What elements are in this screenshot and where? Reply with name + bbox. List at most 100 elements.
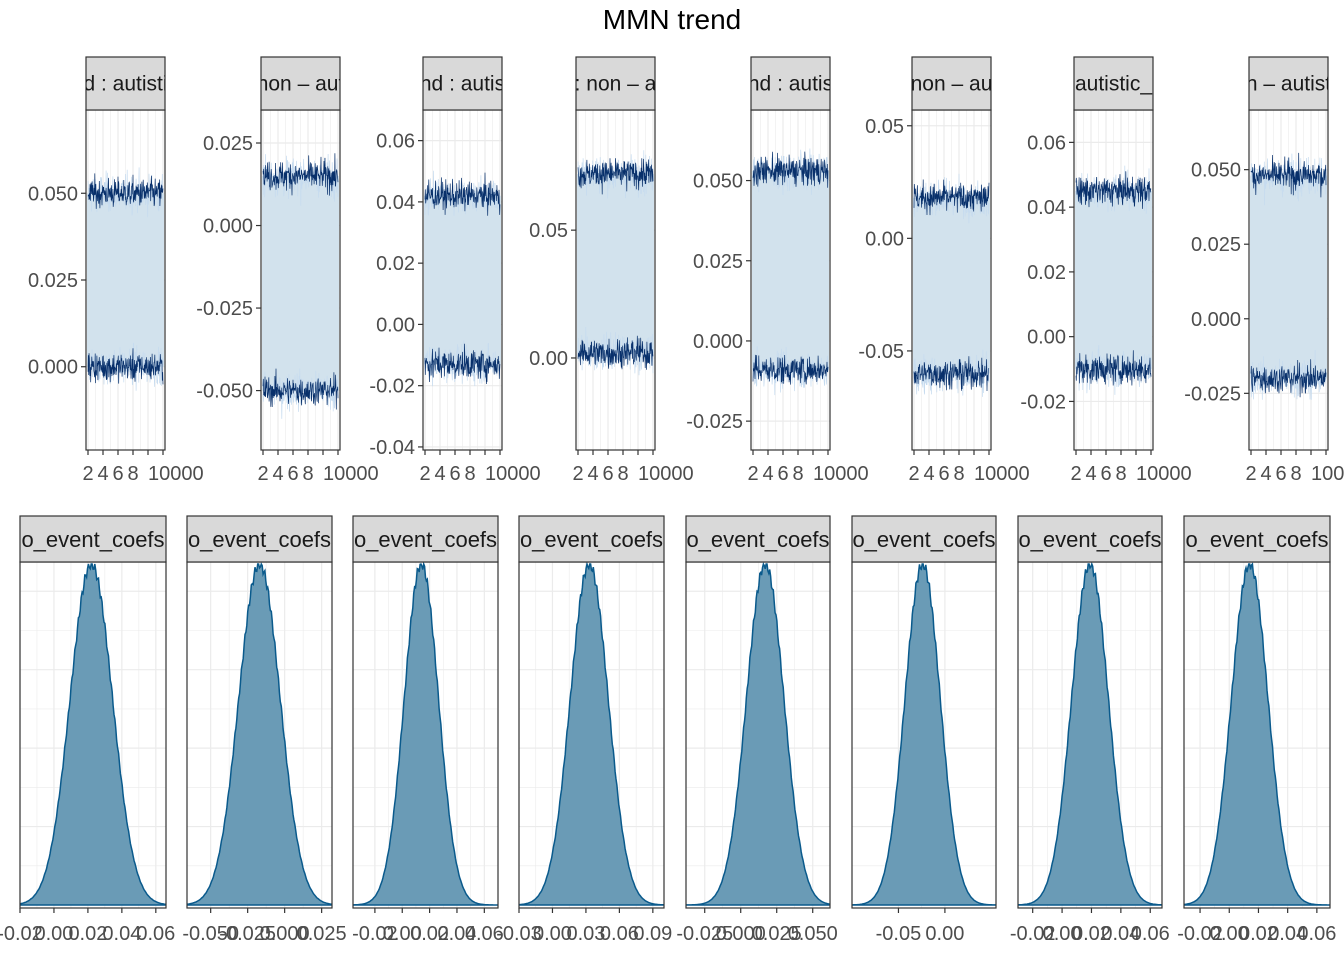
x-tick-label: 0.000: [260, 923, 310, 945]
x-tick-label: 0.06: [1297, 923, 1336, 945]
density-data: [1184, 562, 1330, 906]
trace-line-dark-upper: [1250, 152, 1327, 198]
interval-band: [913, 197, 990, 374]
x-tick-label: 0.06: [465, 923, 504, 945]
x-tick-label: 6: [112, 463, 123, 485]
x-tick-label: 0.06: [1131, 923, 1170, 945]
y-tick-label: 0.04: [376, 192, 415, 214]
interval-band: [577, 173, 654, 353]
x-tick-label: 2: [747, 463, 758, 485]
density-data: [20, 563, 166, 906]
y-tick-label: 0.05: [865, 116, 904, 138]
x-tick-label: 0.025: [297, 923, 347, 945]
density-panel-3: o_event_coefs -0.020.000.020.040.06: [352, 515, 504, 945]
facet-strip-label: o_event_coefs: [1018, 527, 1161, 552]
x-tick-label: 4: [1085, 463, 1096, 485]
x-tick-label: 2: [1070, 463, 1081, 485]
facet-strip: [685, 515, 831, 563]
y-tick-label: 0.050: [1191, 160, 1241, 182]
x-tick-label: -0.050: [182, 923, 239, 945]
trace-line-dark-upper: [577, 158, 654, 195]
y-tick-label: 0.06: [1027, 132, 1066, 154]
trace-line-dark-upper: [424, 172, 501, 216]
x-tick-label: 4: [762, 463, 773, 485]
facet-strip: [260, 56, 341, 111]
facet-strip-label: autistic_: [1075, 73, 1152, 96]
interval-band: [424, 195, 501, 365]
trace-panel-6: non – au 0.05 0.00 -0.05 2 4 6 8 10000: [858, 56, 1030, 485]
y-tick-label: 0.05: [529, 220, 568, 242]
trace-panel-1: d : autisti 0.050 0.025 0.000 2 4 6 8 10000: [28, 56, 204, 485]
x-tick-label: 6: [1275, 463, 1286, 485]
x-tick-label: 0.00: [533, 923, 572, 945]
density-data: [852, 563, 996, 906]
facet-strip: [750, 56, 831, 111]
density-area: [852, 563, 996, 906]
density-area: [1018, 562, 1162, 906]
facet-strip: [85, 56, 166, 111]
x-tick-label: 0.00: [925, 923, 964, 945]
density-panel-6: o_event_coefs -0.05 0.00: [851, 515, 997, 945]
x-tick-label: 2: [82, 463, 93, 485]
facet-strip: [518, 515, 665, 563]
trace-line-dark-lower: [87, 348, 164, 385]
density-panel-7: o_event_coefs -0.020.000.020.040.06: [1010, 515, 1170, 945]
x-tick-label: 0.00: [383, 923, 422, 945]
x-tick-label: 0.02: [68, 923, 107, 945]
x-tick-label: 4: [1260, 463, 1271, 485]
facet-strip: [186, 515, 333, 563]
y-tick-label: -0.025: [1184, 383, 1241, 405]
x-tick-label: 2: [419, 463, 430, 485]
density-area: [519, 562, 664, 906]
x-tick-label: 0.04: [102, 923, 141, 945]
facet-strip: [352, 515, 499, 563]
trace-line-dark-lower: [577, 335, 654, 370]
facet-strip: [851, 515, 997, 563]
y-tick-label: 0.000: [693, 331, 743, 353]
trace-line-light-lower: [1250, 349, 1327, 400]
x-tick-label: 6: [449, 463, 460, 485]
density-data: [353, 562, 498, 906]
density-panel-4: o_event_coefs -0.030.000.030.060.09: [496, 515, 672, 945]
x-tick-label: 4: [434, 463, 445, 485]
trace-line-dark-lower: [262, 368, 339, 410]
x-tick-label: 8: [953, 463, 964, 485]
x-tick-label: 4: [272, 463, 283, 485]
density-area: [686, 562, 830, 906]
interval-band: [262, 176, 339, 391]
facet-strip: [911, 56, 992, 111]
y-tick-label: 0.000: [203, 216, 253, 238]
x-tick-label: 0.06: [136, 923, 175, 945]
density-data: [1018, 562, 1162, 906]
trace-line-dark-lower: [424, 343, 501, 385]
interval-band: [1250, 175, 1327, 379]
chart-title: MMN trend: [602, 4, 742, 35]
y-tick-label: -0.025: [686, 411, 743, 433]
trace-panel-2: non – aut 0.025 0.000 -0.025 -0.050 2 4 6 8 10000: [196, 56, 379, 485]
x-tick-label: 10000: [1311, 463, 1344, 485]
facet-strip-label: : non – a: [575, 73, 657, 96]
x-tick-label: -0.025: [219, 923, 276, 945]
x-tick-label: 8: [1290, 463, 1301, 485]
facet-strip: [1248, 56, 1329, 111]
trace-data: [1075, 165, 1152, 395]
y-tick-label: 0.00: [376, 314, 415, 336]
x-tick-label: 0.04: [1268, 923, 1307, 945]
x-tick-label: 10000: [813, 463, 869, 485]
y-tick-label: 0.04: [1027, 197, 1066, 219]
density-area: [1184, 562, 1330, 906]
y-tick-label: 0.025: [28, 270, 78, 292]
density-data: [187, 562, 332, 906]
facet-strip-label: n – autist: [1246, 73, 1331, 96]
x-tick-label: -0.02: [0, 923, 43, 945]
trace-line-dark-upper: [913, 179, 990, 216]
x-tick-label: 6: [777, 463, 788, 485]
y-tick-label: -0.04: [369, 437, 415, 459]
facet-strip-label: o_event_coefs: [188, 527, 331, 552]
trace-line-dark-lower: [752, 354, 829, 385]
facet-strip: [575, 56, 656, 111]
x-tick-label: -0.025: [676, 923, 733, 945]
x-tick-label: 8: [792, 463, 803, 485]
